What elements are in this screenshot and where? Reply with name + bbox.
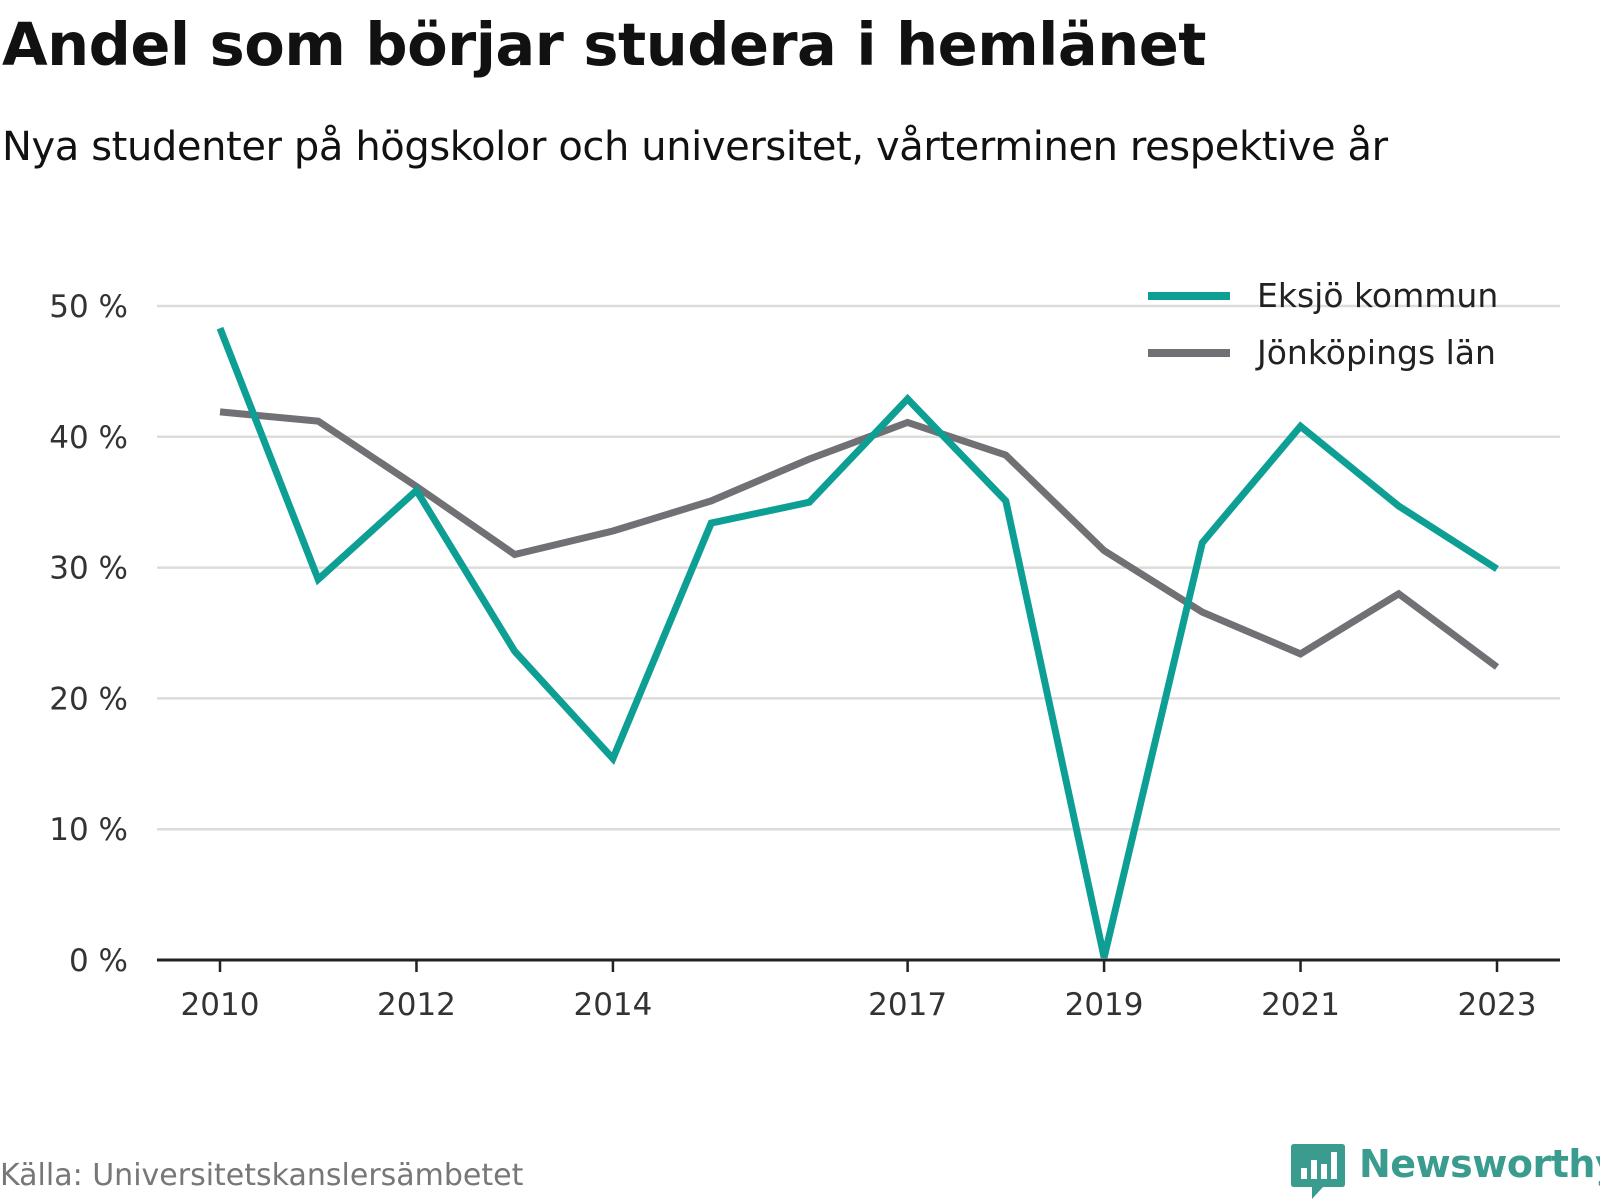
source-note: Källa: Universitetskanslersämbetet [0,1158,524,1193]
legend: Eksjö kommun Jönköpings län [1148,276,1498,372]
series-line-eksj-kommun [216,326,1499,959]
chart-subtitle: Nya studenter på högskolor och universit… [2,124,1388,170]
x-tick-label: 2010 [181,987,260,1023]
x-tick-label: 2023 [1458,987,1537,1023]
newsworthy-logo: Newsworthy [1290,1142,1600,1199]
y-tick-label: 50 % [49,289,128,325]
series-line-j-nk-pings-l-n [219,408,1500,670]
legend-label: Jönköpings län [1255,333,1496,372]
line-chart: 0 % 10 % 20 % 30 % 40 % 50 % 2010 2012 2014 2017… [49,276,1560,1023]
y-tick-label: 20 % [49,681,128,717]
legend-swatch [1148,349,1230,357]
chart-title: Andel som börjar studera i hemlänet [2,10,1206,79]
brand-name: Newsworthy [1359,1142,1600,1186]
legend-swatch [1148,292,1230,300]
newsworthy-chart-icon [1291,1144,1345,1199]
y-axis-ticks: 0 % 10 % 20 % 30 % 40 % 50 % [49,289,128,979]
x-tick-label: 2019 [1065,987,1144,1023]
x-tick-label: 2021 [1261,987,1340,1023]
x-tick-label: 2012 [377,987,456,1023]
y-tick-label: 10 % [49,812,128,848]
y-tick-label: 40 % [49,420,128,456]
y-tick-label: 0 % [69,943,128,979]
x-tick-label: 2017 [868,987,947,1023]
legend-label: Eksjö kommun [1257,276,1498,315]
x-axis: 2010 2012 2014 2017 2019 2021 2023 [157,958,1560,1023]
gridlines [157,304,1560,831]
series-lines [216,326,1500,959]
y-tick-label: 30 % [49,551,128,587]
x-tick-label: 2014 [573,987,652,1023]
